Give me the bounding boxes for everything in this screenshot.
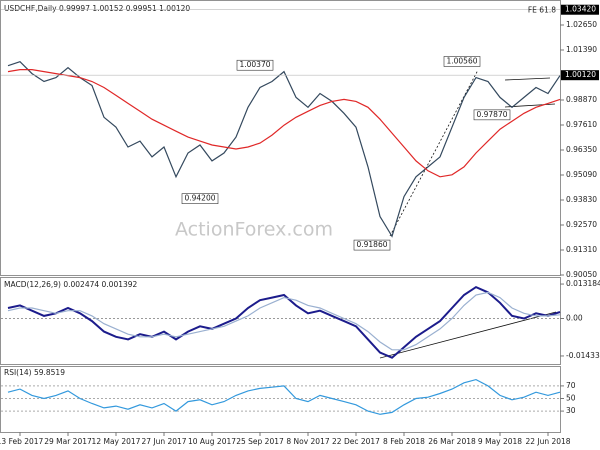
x-tick-label: 22 Dec 2017 bbox=[332, 437, 380, 446]
x-tick-label: 12 May 2017 bbox=[92, 437, 141, 446]
price-panel bbox=[0, 0, 561, 276]
series-line bbox=[7, 69, 561, 178]
y-tick-label: 0.013184 bbox=[566, 279, 600, 288]
y-tick-label: 0.00 bbox=[566, 313, 583, 322]
series-line bbox=[7, 291, 561, 351]
annotation-box bbox=[236, 59, 274, 71]
annotation-label: 0.91860 bbox=[356, 240, 387, 249]
fe-label: FE 61.8 bbox=[528, 6, 556, 15]
chart-title: USDCHF,Daily 0.99997 1.00152 0.99951 1.0… bbox=[4, 4, 190, 13]
annotation-label: 0.97870 bbox=[476, 110, 507, 119]
macd-panel bbox=[0, 277, 561, 365]
y-tick-label: 0.95090 bbox=[566, 170, 597, 179]
rsi-title: RSI(14) 59.8519 bbox=[4, 368, 65, 377]
annotation-box bbox=[181, 193, 219, 204]
x-tick-label: 8 Feb 2018 bbox=[383, 437, 425, 446]
y-tick-label: 70 bbox=[566, 381, 576, 390]
watermark: ActionForex.com bbox=[175, 219, 333, 241]
last-price-label: 1.00120 bbox=[565, 70, 596, 79]
y-tick-label: 0.92570 bbox=[566, 220, 597, 229]
y-tick-label: 0.91310 bbox=[566, 245, 597, 254]
x-tick-label: 9 May 2018 bbox=[478, 437, 522, 446]
series-line bbox=[7, 378, 561, 415]
last-price-box bbox=[561, 70, 599, 81]
x-tick-label: 26 Mar 2018 bbox=[428, 437, 476, 446]
x-tick-label: 13 Feb 2017 bbox=[0, 437, 44, 446]
x-tick-label: 29 Mar 2017 bbox=[44, 437, 92, 446]
y-tick-label: 1.02650 bbox=[566, 20, 597, 29]
annotation-box bbox=[443, 56, 481, 67]
x-tick-label: 8 Nov 2017 bbox=[286, 437, 329, 446]
fe-value-label: 1.03420 bbox=[565, 5, 596, 14]
annotation-label: 0.94200 bbox=[184, 194, 215, 203]
y-tick-label: 50 bbox=[566, 394, 576, 403]
series-line bbox=[7, 61, 561, 238]
x-tick-label: 10 Aug 2017 bbox=[188, 437, 236, 446]
y-tick-label: 0.98870 bbox=[566, 95, 597, 104]
series-line bbox=[7, 285, 561, 359]
y-tick-label: -0.014339 bbox=[566, 351, 600, 360]
y-tick-label: 1.01390 bbox=[566, 45, 597, 54]
fe-box bbox=[561, 4, 599, 15]
y-tick-label: 0.90050 bbox=[566, 270, 597, 279]
annotation-label: 1.00560 bbox=[446, 56, 477, 65]
trend-line bbox=[389, 69, 479, 237]
y-tick-label: 30 bbox=[566, 406, 576, 415]
annotation-label: 1.00370 bbox=[239, 60, 270, 69]
x-tick-label: 25 Sep 2017 bbox=[236, 437, 284, 446]
annotation-box bbox=[353, 239, 391, 251]
x-tick-label: 22 Jun 2018 bbox=[525, 437, 570, 446]
trend-line bbox=[379, 311, 557, 359]
y-tick-label: 0.97610 bbox=[566, 120, 597, 129]
y-tick-label: 0.96350 bbox=[566, 145, 597, 154]
trend-line bbox=[504, 77, 551, 81]
rsi-panel bbox=[0, 366, 561, 433]
y-tick-label: 0.93830 bbox=[566, 195, 597, 204]
x-tick-label: 27 Jun 2017 bbox=[141, 437, 186, 446]
macd-title: MACD(12,26,9) 0.002474 0.001392 bbox=[4, 280, 138, 289]
annotation-box bbox=[473, 109, 511, 121]
